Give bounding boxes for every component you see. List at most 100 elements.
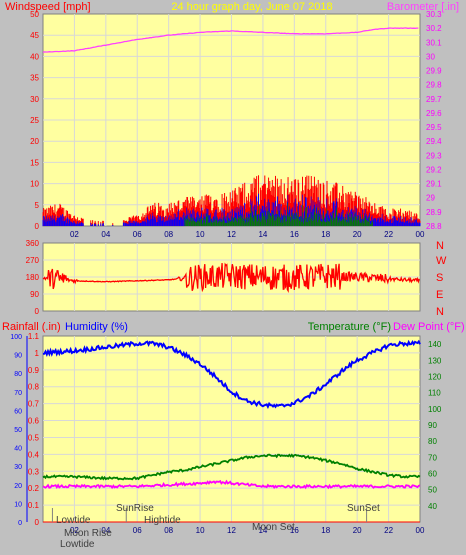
windspeed-tick-label: 45 [30,31,39,40]
barometer-tick-label: 30.2 [426,24,442,33]
humidity-tick-label: 70 [14,390,22,397]
wind-x-tick-label: 08 [164,230,173,239]
barometer-tick-label: 29.6 [426,109,442,118]
humidity-tick-label: 40 [14,446,22,453]
temperature-line [42,453,421,481]
direction-letter-e: E [436,289,443,301]
rainfall-tick-label: 0.8 [28,383,40,392]
temperature-tick-label: 60 [428,469,437,478]
humidity-x-tick-label: 16 [290,526,299,535]
direction-tick-label: 0 [35,307,40,316]
humidity-x-tick-label: 06 [133,526,142,535]
barometer-tick-label: 29.9 [426,67,442,76]
rainfall-tick-label: 0.3 [28,467,40,476]
humidity-tick-label: 50 [14,427,22,434]
humidity-x-tick-label: 18 [321,526,330,535]
direction-letter-n-top: N [436,240,444,252]
windspeed-tick-label: 40 [30,52,39,61]
temperature-tick-label: 70 [428,453,437,462]
wind-x-tick-label: 06 [133,230,142,239]
barometer-tick-label: 29.1 [426,180,442,189]
dewpoint-line [42,479,421,490]
temperature-tick-label: 80 [428,437,437,446]
temperature-tick-label: 120 [428,372,442,381]
windspeed-tick-label: 20 [30,137,39,146]
direction-tick-label: 90 [30,290,39,299]
humidity-tick-label: 100 [10,334,22,341]
humidity-x-tick-label: 08 [164,526,173,535]
wind-x-tick-label: 22 [384,230,393,239]
barometer-tick-label: 29.4 [426,137,442,146]
barometer-tick-label: 29.5 [426,123,442,132]
windspeed-tick-label: 0 [35,222,40,231]
wind-x-tick-label: 20 [353,230,362,239]
event-label-lowtide: Lowtide [56,515,91,526]
rainfall-tick-label: 1 [35,349,40,358]
wind-x-tick-label: 02 [70,230,79,239]
direction-tick-label: 180 [26,273,40,282]
temperature-tick-label: 110 [428,389,441,398]
humidity-x-tick-label: 00 [416,526,425,535]
wind-x-tick-label: 04 [101,230,110,239]
rainfall-tick-label: 0.6 [28,417,40,426]
humidity-tick-label: 20 [14,483,22,490]
windspeed-axis-label: Windspeed [mph] [5,1,91,13]
wind-x-tick-label: 16 [290,230,299,239]
temperature-tick-label: 130 [428,356,442,365]
rainfall-tick-label: 0.1 [28,501,40,510]
direction-letter-s: S [436,272,443,284]
rainfall-tick-label: 0.4 [28,450,40,459]
rainfall-tick-label: 0.7 [28,400,40,409]
humidity-tick-label: 90 [14,353,22,360]
barometer-tick-label: 30.1 [426,38,442,47]
rainfall-tick-label: 1.1 [28,332,40,341]
temperature-tick-label: 90 [428,421,437,430]
humidity-x-tick-label: 04 [101,526,110,535]
event-label-lowtide-bottom: Lowtide [60,539,95,550]
temperature-tick-label: 140 [428,340,442,349]
humidity-axis-label: Humidity (%) [65,321,128,333]
humidity-x-tick-label: 02 [70,526,79,535]
temperature-axis-label: Temperature (°F) [308,321,391,333]
temperature-tick-label: 40 [428,502,437,511]
rainfall-tick-label: 0.2 [28,484,40,493]
wind-x-tick-label: 14 [258,230,267,239]
chart-marks [42,27,421,523]
barometer-tick-label: 30.3 [426,10,442,19]
barometer-tick-label: 29 [426,194,435,203]
barometer-tick-label: 29.3 [426,151,442,160]
event-label-moonset: Moon Set [252,522,295,533]
windspeed-tick-label: 5 [35,201,40,210]
rainfall-tick-label: 0.5 [28,433,40,442]
windspeed-tick-label: 35 [30,74,39,83]
humidity-tick-label: 60 [14,408,22,415]
direction-tick-label: 360 [26,239,40,248]
chart-title: 24 hour graph day, June 07 2018 [171,1,332,13]
windspeed-tick-label: 15 [30,158,39,167]
windspeed-tick-label: 25 [30,116,39,125]
wind-x-tick-label: 12 [227,230,236,239]
windspeed-tick-label: 30 [30,95,39,104]
direction-tick-label: 270 [26,256,40,265]
rainfall-tick-label: 0.9 [28,366,40,375]
barometer-axis-label: Barometer [.in] [387,1,459,13]
wind-x-tick-label: 00 [416,230,425,239]
humidity-tick-label: 80 [14,371,22,378]
barometer-tick-label: 29.8 [426,81,442,90]
barometer-tick-label: 29.7 [426,95,442,104]
barometer-tick-label: 29.2 [426,165,442,174]
direction-letter-n-bottom: N [436,306,444,318]
humidity-tick-label: 0 [18,520,22,527]
event-label-hightide: Hightide [144,515,181,526]
tick-labels: 0510152025303540455028.828.92929.129.229… [10,10,442,535]
humidity-x-tick-label: 10 [196,526,205,535]
humidity-tick-label: 30 [14,464,22,471]
event-label-sunset: SunSet [347,503,380,514]
event-label-moonrise: Moon Rise [64,528,112,539]
direction-line [42,262,420,293]
temperature-tick-label: 100 [428,405,442,414]
barometer-tick-label: 28.8 [426,222,442,231]
temperature-tick-label: 50 [428,486,437,495]
